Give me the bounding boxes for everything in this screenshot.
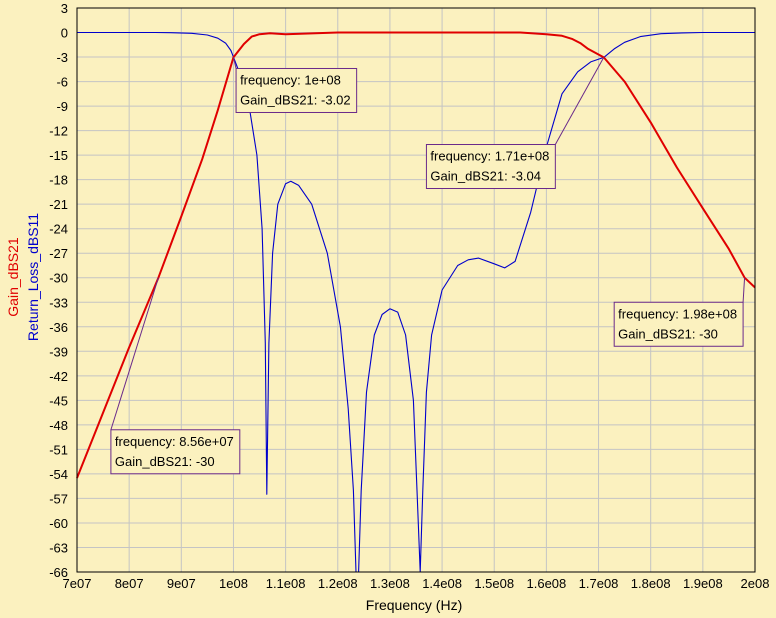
y-tick-label: -60: [49, 516, 68, 531]
x-tick-label: 1.2e08: [318, 576, 358, 591]
y-tick-label: -9: [56, 99, 68, 114]
svg-text:Gain_dBS21: Gain_dBS21: [5, 237, 21, 317]
x-tick-label: 1.5e08: [474, 576, 514, 591]
y-tick-label: -51: [49, 442, 68, 457]
x-tick-label: 1.8e08: [631, 576, 671, 591]
y-tick-label: -30: [49, 271, 68, 286]
y-tick-label: -33: [49, 295, 68, 310]
marker-0: frequency: 1e+08 Gain_dBS21: -3.02: [232, 57, 358, 113]
x-tick-label: 1.6e08: [527, 576, 567, 591]
y-tick-label: -6: [56, 75, 68, 90]
svg-text:Return_Loss_dBS11: Return_Loss_dBS11: [25, 213, 41, 341]
y-axis-label-return-loss: Return_Loss_dBS11: [25, 213, 41, 341]
y-tick-label: -21: [49, 197, 68, 212]
x-axis-ticks: 7e07 8e07 9e07 1e08 1.1e08 1.2e08 1.3e08 1.4e08…: [63, 576, 770, 591]
x-axis-label: Frequency (Hz): [366, 597, 462, 613]
y-tick-label: 0: [61, 26, 68, 41]
y-tick-label: -45: [49, 393, 68, 408]
marker-leader-line: [232, 57, 237, 69]
y-tick-label: -39: [49, 344, 68, 359]
y-tick-label: -48: [49, 418, 68, 433]
marker-leader-line: [742, 277, 746, 303]
y-tick-label: -18: [49, 173, 68, 188]
y-axis-ticks: 3 0 -3 -6 -9 -12 -15 -18 -21 -24 -27 -30 -33 -36 -39 -4…: [49, 1, 68, 580]
x-tick-label: 7e07: [63, 576, 92, 591]
y-tick-label: -66: [49, 565, 68, 580]
marker-leader-line: [554, 57, 605, 145]
marker-leader-line: [110, 277, 159, 430]
x-tick-label: 9e07: [167, 576, 196, 591]
marker-2: frequency: 1.98e+08 Gain_dBS21: -30: [613, 277, 746, 347]
y-tick-label: -24: [49, 222, 68, 237]
y-tick-label: -36: [49, 320, 68, 335]
marker-frequency-label: frequency: 8.56e+07: [115, 434, 234, 449]
x-tick-label: 8e07: [115, 576, 144, 591]
marker-frequency-label: frequency: 1.98e+08: [618, 306, 737, 321]
marker-value-label: Gain_dBS21: -3.02: [240, 92, 351, 107]
plot-frame: [76, 7, 756, 573]
y-tick-label: -54: [49, 467, 68, 482]
marker-box: [110, 429, 241, 475]
y-tick-label: -15: [49, 148, 68, 163]
marker-value-label: Gain_dBS21: -30: [618, 326, 718, 341]
y-tick-label: -3: [56, 50, 68, 65]
marker-1: frequency: 1.71e+08 Gain_dBS21: -3.04: [425, 57, 605, 190]
marker-box: [235, 67, 358, 113]
x-tick-label: 2e08: [741, 576, 770, 591]
x-tick-label: 1.1e08: [266, 576, 306, 591]
x-tick-label: 1e08: [219, 576, 248, 591]
x-tick-label: 1.4e08: [422, 576, 462, 591]
x-tick-label: 1.7e08: [579, 576, 619, 591]
marker-value-label: Gain_dBS21: -3.04: [430, 169, 541, 184]
y-tick-label: -42: [49, 369, 68, 384]
y-tick-label: -27: [49, 246, 68, 261]
x-tick-label: 1.9e08: [683, 576, 723, 591]
y-tick-label: -63: [49, 540, 68, 555]
marker-frequency-label: frequency: 1.71e+08: [430, 149, 549, 164]
marker-box: [613, 301, 744, 347]
y-tick-label: 3: [61, 1, 68, 16]
marker-box: [425, 144, 556, 190]
y-tick-label: -57: [49, 491, 68, 506]
x-tick-label: 1.3e08: [370, 576, 410, 591]
y-axis-label-gain: Gain_dBS21: [5, 237, 21, 317]
y-tick-label: -12: [49, 124, 68, 139]
marker-3: frequency: 8.56e+07 Gain_dBS21: -30: [110, 277, 241, 475]
marker-value-label: Gain_dBS21: -30: [115, 454, 215, 469]
y-axis-label: Gain_dBS21 Return_Loss_dBS11: [5, 213, 41, 341]
marker-frequency-label: frequency: 1e+08: [240, 72, 341, 87]
series-line-gain-dbs21: [76, 31, 756, 479]
